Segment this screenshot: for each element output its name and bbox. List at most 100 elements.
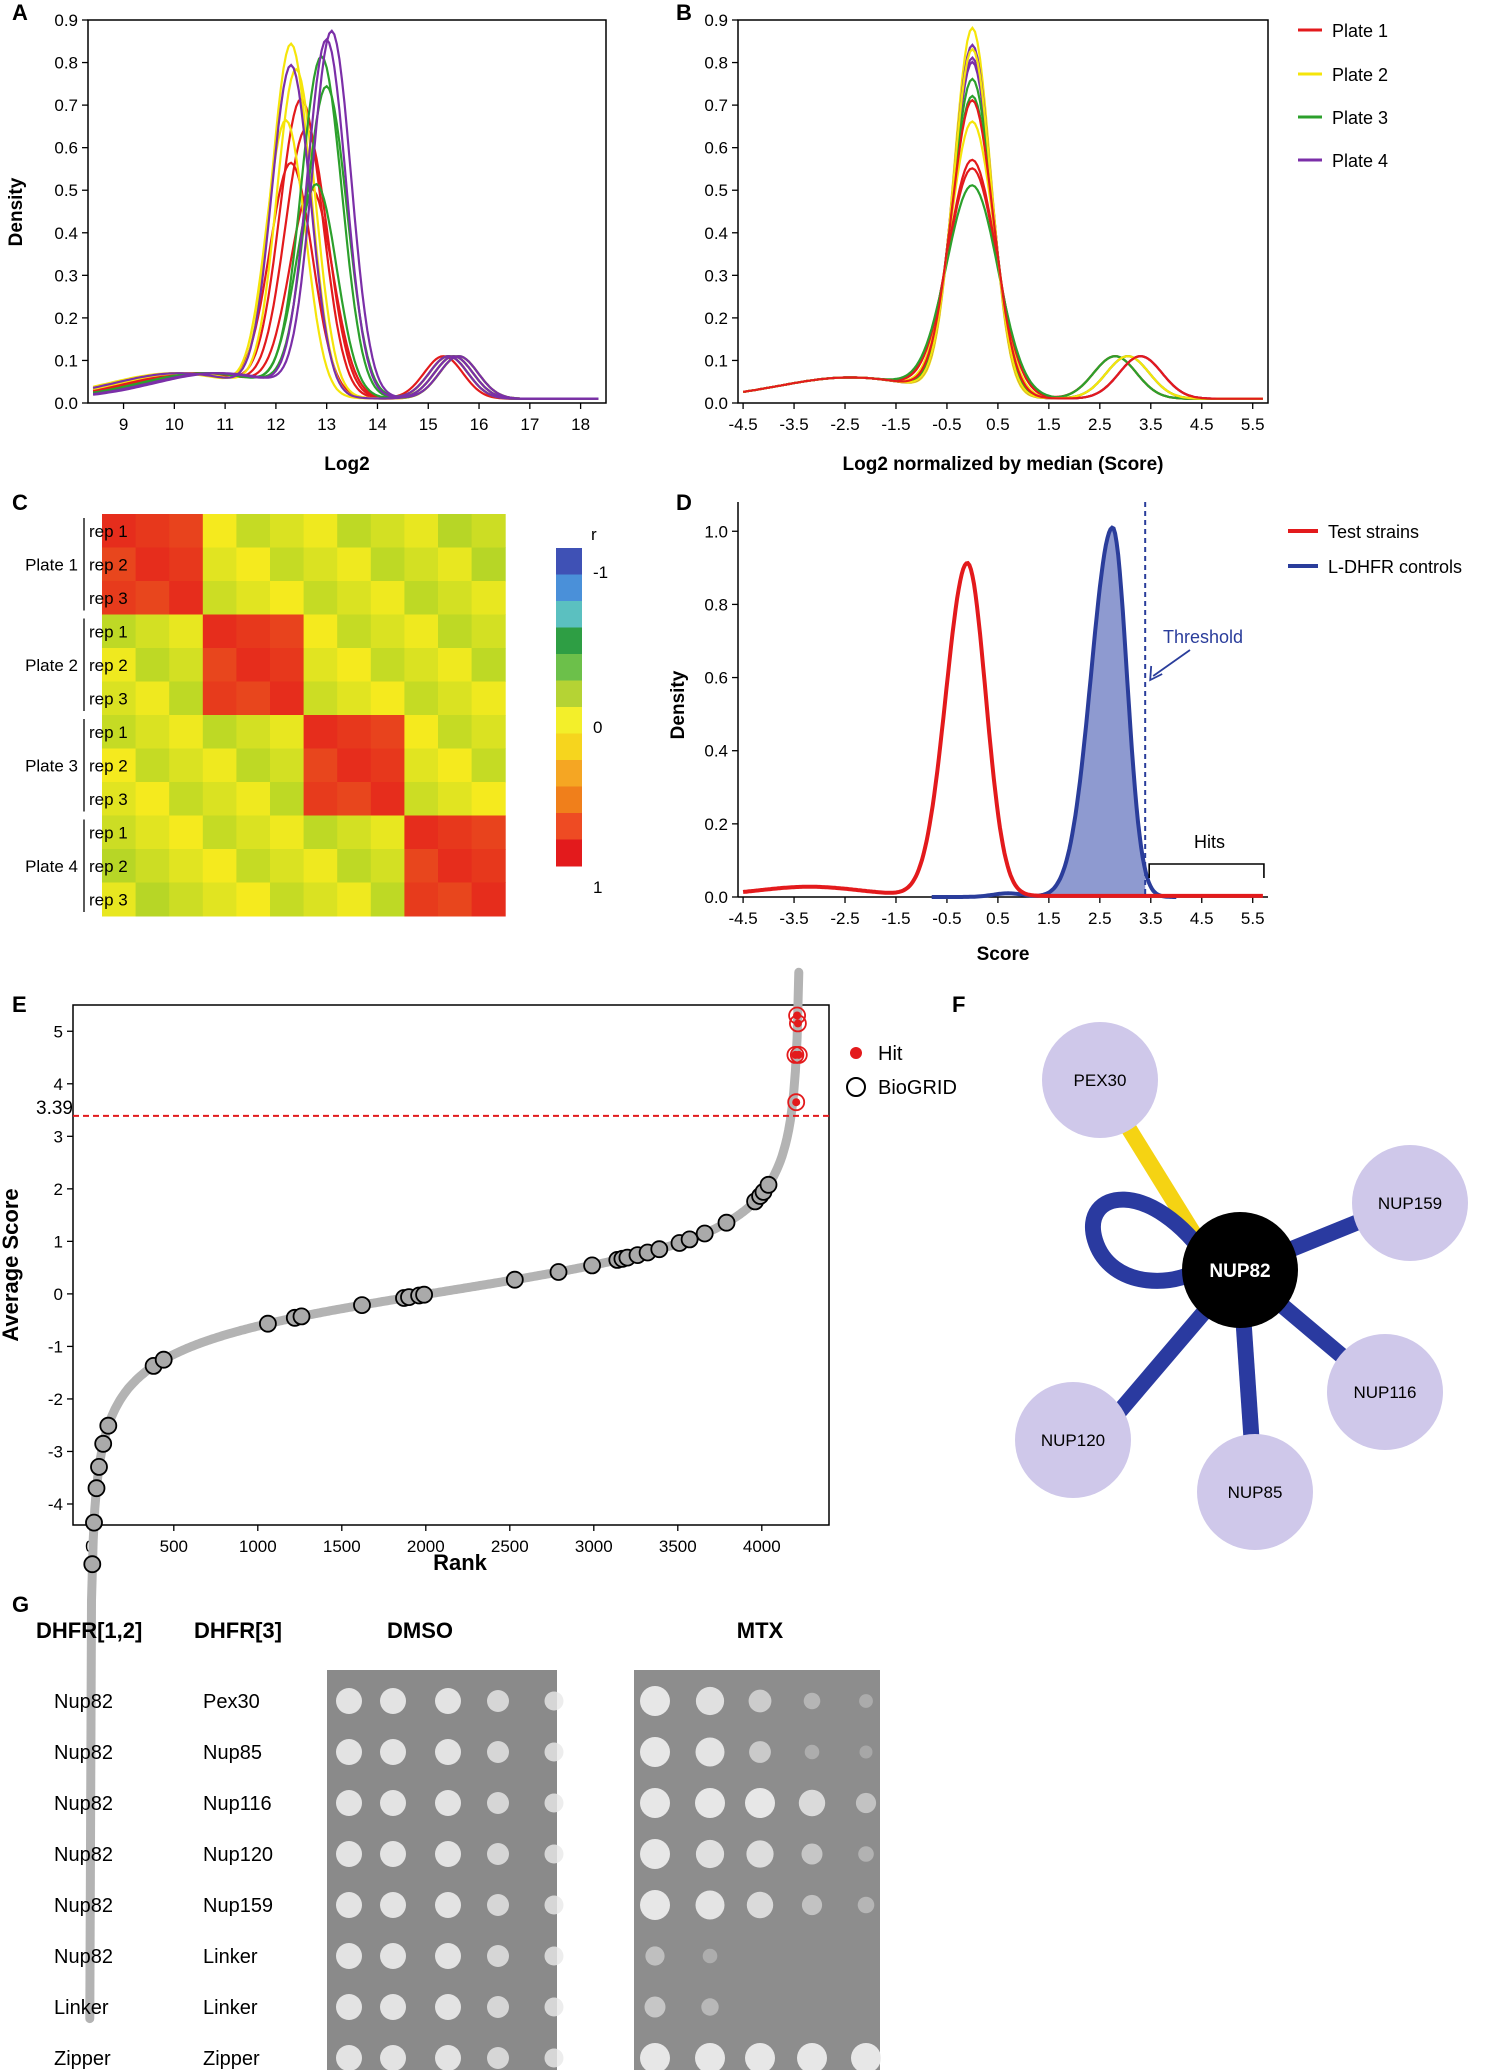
b-xtick-label: -1.5 [881,415,910,434]
e-biogrid-point [90,1458,108,1476]
panel-d-xlabel: Score [977,944,1030,965]
heatmap-cell [102,748,137,783]
dmso-spot [435,2045,461,2070]
heatmap-cell [438,849,473,883]
mtx-spot [695,1737,725,1767]
e-biogrid-point [549,1263,568,1281]
heatmap-cell [471,514,506,548]
mtx-spot [702,1948,718,1964]
heatmap-cell [202,748,237,783]
heatmap-cell [202,782,237,816]
e-ytick-label: 4 [54,1075,63,1094]
heatmap-cell [102,782,137,816]
heatmap-cell [370,614,405,649]
a-curve-plate4 [92,37,599,400]
heatmap-cell [202,882,237,917]
d-xtick-label: 5.5 [1241,909,1265,928]
legend-plate4: Plate 4 [1332,151,1388,171]
e-hit-point-fill [793,1019,802,1028]
heatmap-cell [135,514,170,548]
a-ytick-label: 0.9 [54,11,78,30]
heatmap-cell [169,648,204,682]
b-ytick-label: 0.8 [704,54,728,73]
plate-label: Plate 3 [25,756,78,775]
mtx-spot [746,1891,774,1919]
e-threshold-label: 3.39 [36,1098,73,1119]
colorbar-segment [556,760,582,787]
dmso-spot [435,1943,461,1969]
heatmap-cell [337,782,372,816]
heatmap-cell [404,648,439,682]
mtx-spot [640,1890,670,1920]
heatmap-cell [471,849,506,883]
node-nup85-label: NUP85 [1228,1483,1283,1502]
heatmap-cell [438,581,473,615]
node-nup116-label: NUP116 [1354,1383,1417,1402]
b-xtick-label: 1.5 [1037,415,1061,434]
heatmap-cell [236,782,271,816]
heatmap-cell [169,581,204,615]
d-threshold-arrowhead [1149,665,1163,682]
heatmap-cell [135,547,170,582]
d-ytick-label: 0.0 [704,888,728,907]
heatmap-cell [438,614,473,649]
heatmap-cell [169,815,204,850]
heatmap-cell [270,547,305,582]
mtx-spot [801,1894,823,1916]
e-hit-point [789,1014,807,1033]
legend-biogrid-marker [846,1077,866,1097]
d-xtick-label: 4.5 [1190,909,1214,928]
panel-a-xlabel: Log2 [324,454,369,475]
b-ytick-label: 0.3 [704,266,728,285]
heatmap-cell [303,849,338,883]
a-curve-plate1 [92,97,599,400]
colorbar-segment [556,733,582,761]
heatmap-cell [337,514,372,548]
dmso-spot [336,1739,362,1765]
node-pex30 [1042,1022,1158,1138]
node-pex30-label: PEX30 [1074,1071,1127,1090]
mtx-spot [644,1996,666,2018]
heatmap-cell [135,581,170,615]
g-row-dhfr3: Nup159 [203,1895,273,1917]
heatmap-cell [135,614,170,649]
heatmap-cell [135,648,170,682]
legend-hit-marker [850,1047,862,1059]
heatmap-cell [337,681,372,716]
a-xtick-label: 18 [571,415,590,434]
e-ytick-label: 0 [54,1285,63,1304]
dmso-spot [487,1792,509,1814]
panel-c: C Plate 1 rep 1 rep 2 rep 3 Plate 2 rep 1 rep … [12,490,608,917]
b-curve [742,167,1263,400]
heatmap-cell [337,581,372,615]
e-hit-point [787,1093,806,1112]
b-xtick-label: 0.5 [986,415,1010,434]
heatmap-cell [438,882,473,917]
heatmap-cell [202,581,237,615]
a-ytick-label: 0.4 [54,224,78,243]
colorbar-title: r [591,525,597,544]
heatmap-cell [236,715,271,749]
heatmap-cell [135,815,170,850]
mtx-spot [695,2043,725,2070]
b-xtick-label: 4.5 [1190,415,1214,434]
heatmap-cell [270,648,305,682]
heatmap-cell [404,782,439,816]
panel-a-frame [87,19,607,404]
mtx-spot [748,1689,772,1713]
a-ytick-label: 0.2 [54,309,78,328]
mtx-spot [640,2043,670,2070]
heatmap-cell [303,547,338,582]
heatmap-cell [438,547,473,582]
heatmap-cell [337,715,372,749]
heatmap-cell [303,748,338,783]
heatmap-cell [404,514,439,548]
panel-g-rows: Nup82 Pex30 Nup82 Nup85 Nup82 Nup116 Nup82 Nup1… [54,1691,273,2070]
heatmap-cell [236,681,271,716]
dmso-spot [336,1943,362,1969]
panel-f: F NUP82 PEX30 NUP159 NUP116 NUP85 NUP120 [952,992,1468,1550]
g-row-dhfr3: Nup85 [203,1742,262,1764]
legend-plate2: Plate 2 [1332,65,1388,85]
dmso-spot [435,1892,461,1918]
panel-b-xticks: -4.5 -3.5 -2.5 -1.5 -0.5 0.5 1.5 2.5 3.5 4.5 5.5 [728,403,1265,434]
